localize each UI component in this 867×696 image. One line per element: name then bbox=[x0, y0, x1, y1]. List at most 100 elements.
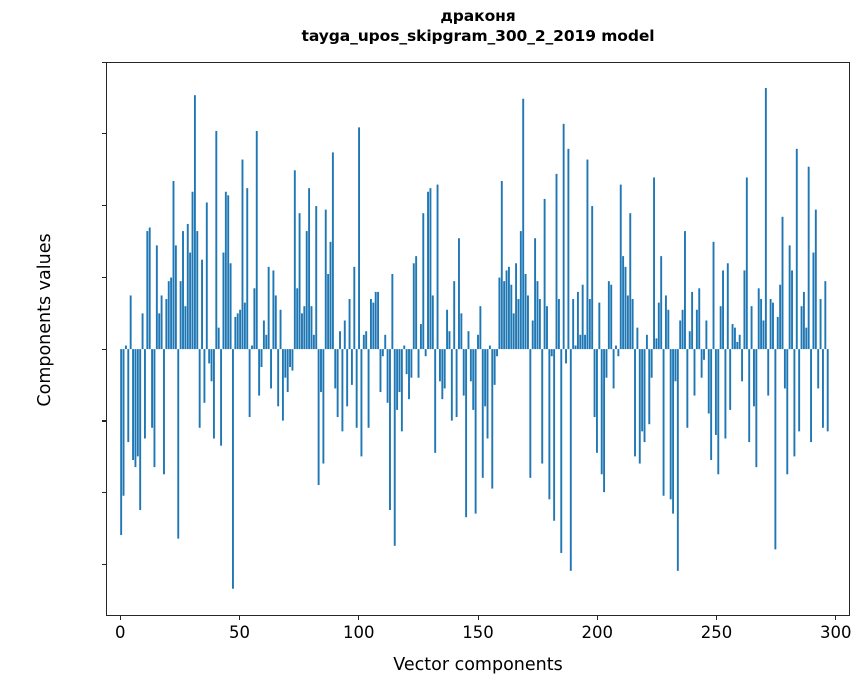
bar bbox=[243, 302, 246, 350]
bar bbox=[186, 223, 189, 350]
bar bbox=[698, 288, 701, 350]
bar bbox=[398, 349, 401, 393]
y-axis-label: Components values bbox=[35, 233, 55, 407]
bar bbox=[791, 270, 793, 350]
bar bbox=[210, 349, 213, 382]
bar bbox=[664, 295, 667, 350]
bar bbox=[769, 299, 772, 350]
bar bbox=[802, 291, 805, 350]
bar bbox=[331, 152, 334, 350]
bar bbox=[574, 345, 577, 350]
bar bbox=[750, 306, 753, 350]
x-axis-label: Vector components bbox=[393, 655, 563, 675]
bar bbox=[305, 231, 308, 350]
bar bbox=[151, 349, 154, 428]
bar bbox=[265, 334, 268, 350]
bar bbox=[695, 309, 698, 350]
bar bbox=[738, 334, 741, 350]
bar bbox=[448, 331, 451, 350]
bar bbox=[477, 334, 479, 350]
bar bbox=[362, 334, 365, 350]
bar bbox=[605, 349, 608, 378]
bar bbox=[641, 349, 644, 432]
bar bbox=[248, 349, 251, 418]
bar bbox=[386, 349, 389, 403]
bar bbox=[460, 313, 463, 350]
bar bbox=[246, 188, 249, 350]
bar bbox=[626, 295, 629, 350]
bar bbox=[555, 173, 558, 350]
bar bbox=[312, 334, 315, 350]
bar bbox=[196, 231, 199, 350]
bar bbox=[182, 231, 184, 350]
bar bbox=[593, 349, 596, 418]
bar bbox=[472, 349, 475, 410]
bar bbox=[536, 281, 539, 350]
bar bbox=[372, 302, 375, 350]
bar bbox=[496, 349, 498, 357]
bar bbox=[810, 349, 813, 443]
bar bbox=[320, 349, 322, 393]
bar bbox=[774, 349, 777, 550]
bar bbox=[484, 349, 487, 407]
y-tick-mark bbox=[101, 276, 106, 278]
bar bbox=[700, 349, 703, 378]
bar bbox=[826, 349, 829, 432]
bar bbox=[327, 274, 330, 350]
bar bbox=[284, 349, 287, 378]
x-tick-mark bbox=[835, 615, 837, 620]
bar bbox=[510, 284, 513, 350]
bar bbox=[667, 309, 670, 350]
bar bbox=[143, 349, 146, 439]
bar bbox=[120, 349, 123, 536]
bar bbox=[374, 291, 377, 350]
bar bbox=[129, 295, 132, 350]
bar bbox=[217, 327, 220, 350]
bar bbox=[645, 334, 648, 350]
bar bbox=[412, 263, 415, 350]
bar bbox=[179, 281, 182, 350]
bar bbox=[486, 349, 489, 439]
bar bbox=[201, 259, 203, 350]
bar bbox=[724, 349, 727, 439]
bar bbox=[286, 349, 289, 393]
x-tick-mark bbox=[119, 615, 121, 620]
bar bbox=[132, 349, 135, 460]
x-tick-mark bbox=[477, 615, 479, 620]
x-tick-label: 250 bbox=[700, 623, 733, 642]
bar bbox=[393, 349, 396, 546]
bar bbox=[779, 284, 782, 350]
bar bbox=[255, 130, 258, 350]
x-tick-label: 200 bbox=[581, 623, 614, 642]
bar bbox=[676, 349, 679, 571]
bar bbox=[267, 266, 270, 350]
bar bbox=[410, 349, 413, 378]
bar bbox=[293, 170, 296, 350]
bar bbox=[441, 349, 444, 400]
bar bbox=[339, 331, 341, 350]
bar bbox=[531, 320, 534, 350]
bar bbox=[136, 349, 139, 457]
bar bbox=[522, 98, 525, 350]
bar bbox=[291, 349, 294, 371]
bar bbox=[139, 349, 142, 511]
bar bbox=[277, 349, 280, 407]
bar bbox=[191, 191, 194, 350]
bar bbox=[793, 349, 796, 457]
bar bbox=[270, 349, 272, 389]
bar bbox=[174, 245, 177, 350]
bar bbox=[719, 306, 722, 350]
bar bbox=[315, 206, 318, 350]
bar bbox=[703, 349, 705, 360]
bar bbox=[429, 188, 432, 350]
bar bbox=[515, 263, 518, 350]
bar bbox=[619, 184, 622, 350]
bar bbox=[612, 349, 615, 389]
bar bbox=[586, 159, 589, 350]
bar bbox=[458, 238, 460, 350]
y-tick-mark bbox=[101, 133, 106, 135]
bar bbox=[814, 209, 817, 350]
bar bbox=[553, 349, 556, 521]
bar bbox=[491, 349, 494, 489]
y-tick-mark bbox=[101, 348, 106, 350]
